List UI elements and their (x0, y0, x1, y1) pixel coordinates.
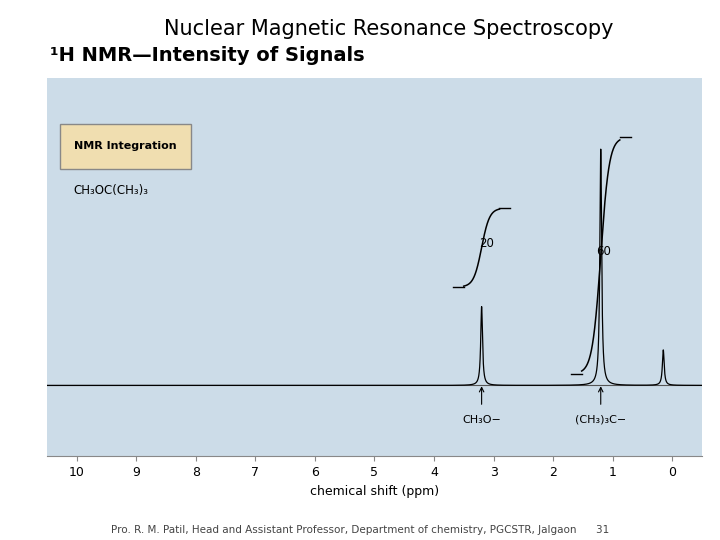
FancyBboxPatch shape (60, 124, 191, 169)
Text: 20: 20 (479, 237, 493, 250)
X-axis label: chemical shift (ppm): chemical shift (ppm) (310, 484, 439, 497)
Text: NMR Integration: NMR Integration (74, 141, 176, 151)
Text: 60: 60 (596, 245, 611, 258)
Text: Nuclear Magnetic Resonance Spectroscopy: Nuclear Magnetic Resonance Spectroscopy (164, 19, 613, 39)
Text: CH₃OC(CH₃)₃: CH₃OC(CH₃)₃ (73, 184, 148, 197)
Text: CH₃O−: CH₃O− (462, 415, 501, 425)
Text: Pro. R. M. Patil, Head and Assistant Professor, Department of chemistry, PGCSTR,: Pro. R. M. Patil, Head and Assistant Pro… (111, 524, 609, 535)
Text: ¹H NMR—Intensity of Signals: ¹H NMR—Intensity of Signals (50, 46, 365, 65)
Text: (CH₃)₃C−: (CH₃)₃C− (575, 415, 626, 425)
